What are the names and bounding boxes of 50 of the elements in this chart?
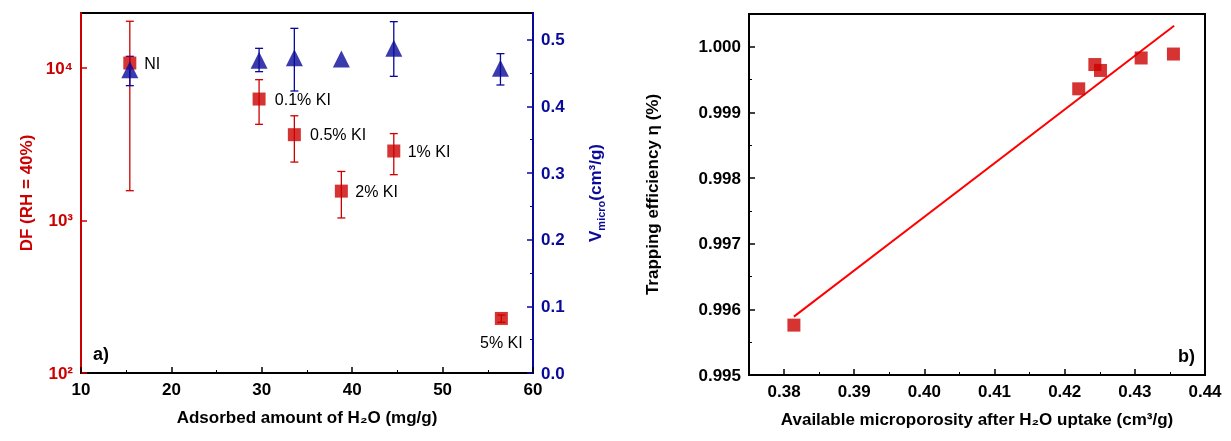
x-tick-label: 10 — [71, 380, 91, 399]
y-tick-label: 0.997 — [698, 234, 741, 254]
point — [1072, 82, 1086, 96]
annotation: 1% KI — [407, 142, 451, 160]
annotation: NI — [144, 54, 161, 72]
annotation: a) — [93, 344, 110, 364]
point — [1093, 63, 1107, 77]
y-tick-label: 0.999 — [698, 102, 741, 122]
point — [287, 128, 301, 142]
x-tick-label: 0.41 — [977, 382, 1012, 401]
annotation: b) — [1178, 346, 1196, 366]
annotation: 0.5% KI — [310, 126, 367, 144]
point — [334, 184, 348, 198]
annotation: 5% KI — [480, 333, 523, 351]
point — [787, 318, 801, 332]
x-tick-label: 0.38 — [767, 382, 801, 401]
y2-tick-label: 0.0 — [541, 363, 565, 383]
x-tick-label: 20 — [161, 380, 181, 399]
point — [1134, 51, 1148, 65]
point — [1166, 47, 1180, 61]
x-tick-label: 0.40 — [907, 382, 941, 401]
x-tick-label: 0.44 — [1188, 382, 1223, 401]
x-axis-title: Adsorbed amount of H₂O (mg/g) — [176, 408, 438, 427]
y-tick-label: 10² — [48, 363, 74, 383]
y-tick-label: 0.995 — [698, 365, 741, 385]
x-tick-label: 0.39 — [837, 382, 871, 401]
y-tick-label: 0.996 — [698, 299, 741, 319]
y-tick-label: 10⁴ — [45, 58, 73, 78]
point — [252, 92, 266, 106]
x-tick-label: 40 — [342, 380, 362, 399]
annotation: 2% KI — [355, 182, 398, 200]
x-axis-title: Available microporosity after H₂O uptake (cm³/g) — [780, 410, 1174, 429]
x-tick-label: 30 — [252, 380, 272, 399]
x-tick-label: 0.43 — [1118, 382, 1152, 401]
x-tick-label: 50 — [433, 380, 453, 399]
y-axis-title: DF (RH = 40%) — [16, 134, 36, 252]
y2-axis-title: Vmicro(cm³/g) — [586, 144, 607, 242]
annotation: 0.1% KI — [274, 90, 331, 108]
y2-tick-label: 0.5 — [541, 30, 565, 50]
x-tick-label: 0.42 — [1048, 382, 1082, 401]
y-axis-title: Trapping efficiency η (%) — [643, 93, 662, 296]
y-tick-label: 1.000 — [698, 37, 741, 57]
y2-tick-label: 0.1 — [541, 296, 565, 316]
y2-tick-label: 0.4 — [541, 96, 566, 116]
y2-tick-label: 0.3 — [541, 163, 565, 183]
x-tick-label: 60 — [523, 380, 543, 399]
point — [387, 144, 401, 158]
y2-tick-label: 0.2 — [541, 230, 565, 250]
y-tick-label: 0.998 — [698, 168, 741, 188]
y-tick-label: 10³ — [48, 211, 74, 231]
